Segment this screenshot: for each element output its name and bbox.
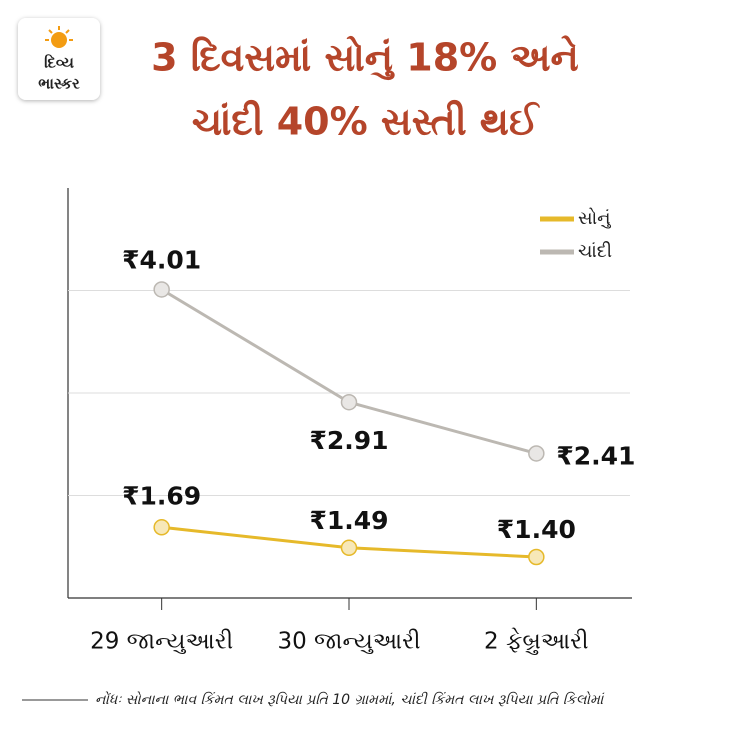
point-fill xyxy=(342,540,356,555)
legend-label: સોનું xyxy=(578,208,611,229)
x-tick-label: 29 જાન્યુઆરી xyxy=(90,629,233,655)
legend-label: ચાંદી xyxy=(578,241,612,262)
data-label: ₹2.91 xyxy=(309,426,388,455)
point xyxy=(528,548,545,566)
chart-title: ચાંદી 40% સસ્તી થઈ xyxy=(192,100,540,144)
logo-text: ભાસ્કર xyxy=(38,75,80,93)
point-fill xyxy=(154,520,169,535)
point xyxy=(340,539,358,557)
point-fill xyxy=(529,446,544,461)
point xyxy=(528,445,545,462)
point-fill xyxy=(342,395,356,410)
note: નોંધઃ સોનાના ભાવ કિંમત લાખ રૂપિયા પ્રતિ … xyxy=(95,691,605,708)
chart-title: 3 દિવસમાં સોનું 18% અને xyxy=(151,34,579,81)
data-label: ₹1.49 xyxy=(309,506,388,535)
data-label: ₹1.69 xyxy=(122,481,201,510)
logo: દિવ્ય ભાસ્કર xyxy=(18,18,100,100)
data-label: ₹1.40 xyxy=(497,515,576,544)
point xyxy=(153,519,170,536)
point-fill xyxy=(529,550,544,564)
data-label: ₹2.41 xyxy=(556,441,635,470)
point-fill xyxy=(154,282,169,297)
x-tick-label: 30 જાન્યુઆરી xyxy=(277,629,420,655)
logo-text: દિવ્ય xyxy=(44,54,74,72)
point xyxy=(153,281,170,298)
x-tick-label: 2 ફેબ્રુઆરી xyxy=(484,627,589,655)
point xyxy=(340,393,358,411)
data-label: ₹4.01 xyxy=(122,245,201,274)
